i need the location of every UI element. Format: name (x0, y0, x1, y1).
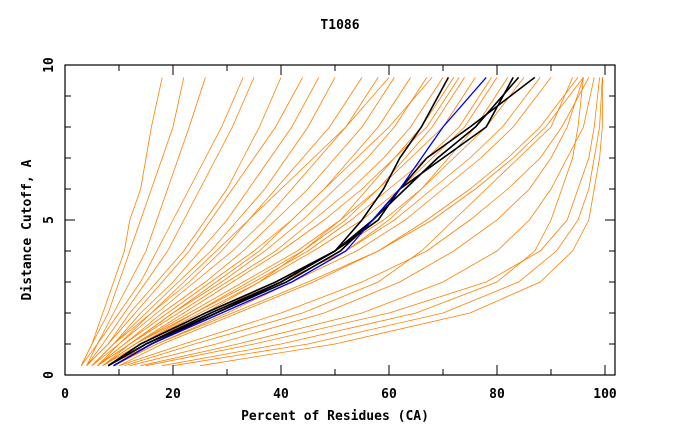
series-line-other (91, 77, 390, 366)
series-line-other (97, 77, 433, 367)
x-tick-label: 20 (165, 387, 181, 402)
series-line-other (97, 77, 411, 367)
series-line-other (91, 77, 379, 367)
x-axis-label: Percent of Residues (CA) (241, 409, 429, 424)
series-line-other (118, 77, 584, 367)
series-line-highlight (107, 76, 536, 367)
series-line-other (97, 77, 363, 366)
series-line-other (80, 77, 185, 366)
series-line-other (102, 77, 465, 367)
x-tick-label: 100 (593, 387, 617, 402)
y-tick-label: 10 (42, 57, 57, 73)
series-line-highlight (113, 76, 520, 367)
series-line-other (145, 77, 600, 367)
series-line-other (86, 77, 255, 366)
series-line-other (199, 77, 604, 367)
series-line-other (107, 77, 492, 367)
series-line-other (113, 77, 509, 367)
curves-layer (80, 76, 604, 367)
series-line-other (102, 77, 498, 367)
y-axis-label: Distance Cutoff, A (20, 159, 35, 300)
series-line-other (97, 77, 395, 367)
series-line-other (124, 77, 573, 367)
ticks-layer: 0 20 40 60 80 100 0 5 10 (42, 57, 617, 402)
series-line-other (80, 77, 163, 366)
y-tick-label: 5 (42, 216, 57, 224)
x-tick-label: 60 (381, 387, 397, 402)
series-line-other (86, 77, 244, 366)
series-line-other (86, 77, 303, 366)
series-line-other (129, 77, 584, 367)
series-line-other (118, 77, 590, 367)
series-line-other (80, 77, 206, 366)
series-line-other (108, 77, 455, 367)
chart-title: T1086 (320, 18, 359, 33)
series-line-other (172, 77, 603, 367)
x-tick-label: 80 (489, 387, 505, 402)
series-line-other (86, 77, 282, 366)
y-tick-label: 0 (42, 371, 57, 379)
series-line-other (91, 77, 320, 366)
series-line-other (91, 77, 336, 366)
series-line-selected (113, 76, 487, 367)
series-line-other (108, 77, 525, 367)
series-line-other (140, 77, 595, 367)
series-line-other (102, 77, 476, 367)
series-line-other (113, 77, 579, 367)
series-line-other (102, 77, 428, 367)
series-line-highlight (107, 77, 450, 367)
x-tick-label: 40 (273, 387, 289, 402)
x-tick-label: 0 (61, 387, 69, 402)
series-line-other (97, 77, 444, 367)
